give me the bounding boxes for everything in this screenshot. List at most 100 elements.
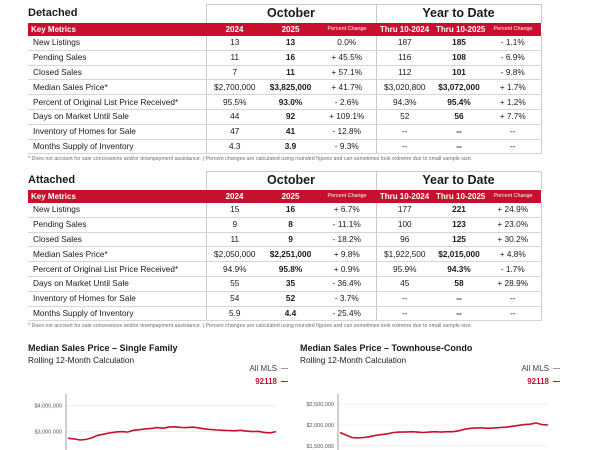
october-percent-change: 0.0% bbox=[318, 35, 377, 51]
ytd-2024-value: -- bbox=[375, 306, 433, 322]
chart-subtitle: Rolling 12-Month Calculation bbox=[300, 355, 407, 365]
ytd-2025-value: $2,015,000 bbox=[433, 246, 485, 263]
thru-2025-header: Thru 10-2025 bbox=[433, 189, 485, 203]
ytd-percent-change: + 23.0% bbox=[485, 217, 542, 233]
october-percent-change: - 18.2% bbox=[318, 232, 377, 248]
legend-92118: 92118 bbox=[527, 377, 560, 386]
october-2025-value: 92 bbox=[263, 109, 318, 125]
metric-label: Inventory of Homes for Sale bbox=[28, 291, 206, 307]
percent-change-header: Percent Change bbox=[318, 189, 376, 203]
ytd-percent-change: -- bbox=[485, 139, 542, 155]
table-row: New Listings 13 13 0.0% 187 185- 1.1% bbox=[28, 35, 542, 51]
percent-change-header: Percent Change bbox=[485, 22, 541, 36]
october-2024-value: 5.9 bbox=[205, 306, 263, 322]
single-family-price-chart: Median Sales Price – Single Family Rolli… bbox=[28, 343, 288, 450]
october-percent-change: + 9.8% bbox=[318, 246, 377, 263]
october-2024-value: 13 bbox=[205, 35, 263, 51]
attached-metrics-table: Attached October Year to Date Key Metric… bbox=[28, 171, 542, 322]
detached-metrics-table: Detached October Year to Date Key Metric… bbox=[28, 4, 542, 155]
detached-section: Detached October Year to Date Key Metric… bbox=[28, 4, 542, 163]
y-axis: $2,500,000 $2,000,000 $1,500,000 bbox=[306, 402, 548, 450]
metric-label: Pending Sales bbox=[28, 50, 206, 66]
october-percent-change: + 57.1% bbox=[318, 65, 377, 81]
ytd-percent-change: + 24.9% bbox=[485, 202, 542, 218]
chart-plot: $4,000,000 $3,000,000 bbox=[34, 394, 277, 450]
ytd-2024-value: 177 bbox=[375, 202, 433, 218]
ytd-2025-value: 221 bbox=[433, 202, 485, 218]
ytd-2024-value: 52 bbox=[375, 109, 433, 125]
october-2025-value: 3.9 bbox=[263, 139, 318, 155]
ytd-2024-value: 94.3% bbox=[375, 94, 433, 110]
metric-label: Months Supply of Inventory bbox=[28, 139, 206, 155]
table-row: Days on Market Until Sale 55 35- 36.4% 45 58… bbox=[28, 276, 542, 292]
legend-swatch-92118 bbox=[281, 381, 288, 383]
ytd-percent-change: -- bbox=[485, 291, 542, 307]
october-2024-value: 7 bbox=[205, 65, 263, 81]
october-2025-value: 16 bbox=[263, 202, 318, 218]
ytd-2024-value: 116 bbox=[375, 50, 433, 66]
ytd-percent-change: - 6.9% bbox=[485, 50, 542, 66]
metric-label: Median Sales Price* bbox=[28, 246, 206, 263]
ytd-2024-value: $1,922,500 bbox=[375, 246, 433, 263]
attached-section: Attached October Year to Date Key Metric… bbox=[28, 171, 542, 329]
october-2024-value: 11 bbox=[205, 50, 263, 66]
metric-label: Pending Sales bbox=[28, 217, 206, 233]
metric-label: New Listings bbox=[28, 202, 206, 218]
key-metrics-header: Key Metrics bbox=[28, 22, 206, 36]
series-line-92118 bbox=[339, 422, 549, 439]
october-2025-value: 8 bbox=[263, 217, 318, 233]
ytd-2024-value: 96 bbox=[375, 232, 433, 248]
ytd-2024-value: -- bbox=[375, 139, 433, 155]
october-2025-value: 52 bbox=[263, 291, 318, 307]
percent-change-header: Percent Change bbox=[318, 22, 376, 36]
october-2025-value: 16 bbox=[263, 50, 318, 66]
ytd-2025-value: 95.4% bbox=[433, 94, 485, 110]
october-percent-change: + 0.9% bbox=[318, 261, 377, 277]
legend-all-mls: All MLS bbox=[249, 364, 288, 373]
ytd-2025-value: -- bbox=[433, 124, 485, 140]
october-2024-value: 95.5% bbox=[205, 94, 263, 110]
metric-label: Closed Sales bbox=[28, 232, 206, 248]
ytd-2024-value: 112 bbox=[375, 65, 433, 81]
october-2025-value: 4.4 bbox=[263, 306, 318, 322]
october-percent-change: - 25.4% bbox=[318, 306, 377, 322]
table-row: Closed Sales 7 11 + 57.1% 112 101- 9.8% bbox=[28, 65, 542, 81]
october-2025-value: 95.8% bbox=[263, 261, 318, 277]
y-tick-label: $1,500,000 bbox=[306, 444, 334, 450]
october-2024-value: $2,700,000 bbox=[205, 79, 263, 96]
ytd-2024-value: -- bbox=[375, 291, 433, 307]
legend-92118: 92118 bbox=[255, 377, 288, 386]
table-row: Inventory of Homes for Sale 54 52- 3.7% -- -… bbox=[28, 291, 542, 307]
october-2025-value: 93.0% bbox=[263, 94, 318, 110]
october-2024-value: 47 bbox=[205, 124, 263, 140]
october-percent-change: + 41.7% bbox=[318, 79, 377, 96]
thru-2025-header: Thru 10-2025 bbox=[433, 22, 485, 36]
ytd-2024-value: 45 bbox=[375, 276, 433, 292]
legend-label: 92118 bbox=[255, 377, 277, 386]
attached-rows: New Listings 15 16 + 6.7% 177 221 + 24.9% Pendi… bbox=[28, 202, 542, 322]
key-metrics-header: Key Metrics bbox=[28, 189, 206, 203]
october-2024-value: 44 bbox=[205, 109, 263, 125]
october-2025-value: $2,251,000 bbox=[263, 246, 318, 263]
october-percent-change: - 11.1% bbox=[318, 217, 377, 233]
ytd-percent-change: - 1.7% bbox=[485, 261, 542, 277]
thru-2024-header: Thru 10-2024 bbox=[376, 22, 433, 36]
townhouse-condo-price-chart: Median Sales Price – Townhouse-Condo Rol… bbox=[300, 343, 560, 450]
metric-label: Percent of Original List Price Received* bbox=[28, 94, 206, 110]
y-tick-label: $4,000,000 bbox=[34, 403, 62, 409]
footnote: * Does not account for sale concessions … bbox=[28, 156, 473, 163]
october-percent-change: - 36.4% bbox=[318, 276, 377, 292]
ytd-group-header: Year to Date bbox=[375, 4, 542, 23]
ytd-percent-change: -- bbox=[485, 306, 542, 322]
year-2025-header: 2025 bbox=[263, 22, 318, 36]
ytd-2025-value: 108 bbox=[433, 50, 485, 66]
october-2024-value: $2,050,000 bbox=[205, 246, 263, 263]
october-2025-value: $3,825,000 bbox=[263, 79, 318, 96]
legend-label: 92118 bbox=[527, 377, 549, 386]
table-row: Days on Market Until Sale 44 92 + 109.1% 52 5… bbox=[28, 109, 542, 125]
ytd-percent-change: - 9.8% bbox=[485, 65, 542, 81]
metric-label: Months Supply of Inventory bbox=[28, 306, 206, 322]
metric-label: Inventory of Homes for Sale bbox=[28, 124, 206, 140]
metric-label: Days on Market Until Sale bbox=[28, 276, 206, 292]
year-2024-header: 2024 bbox=[206, 189, 263, 203]
